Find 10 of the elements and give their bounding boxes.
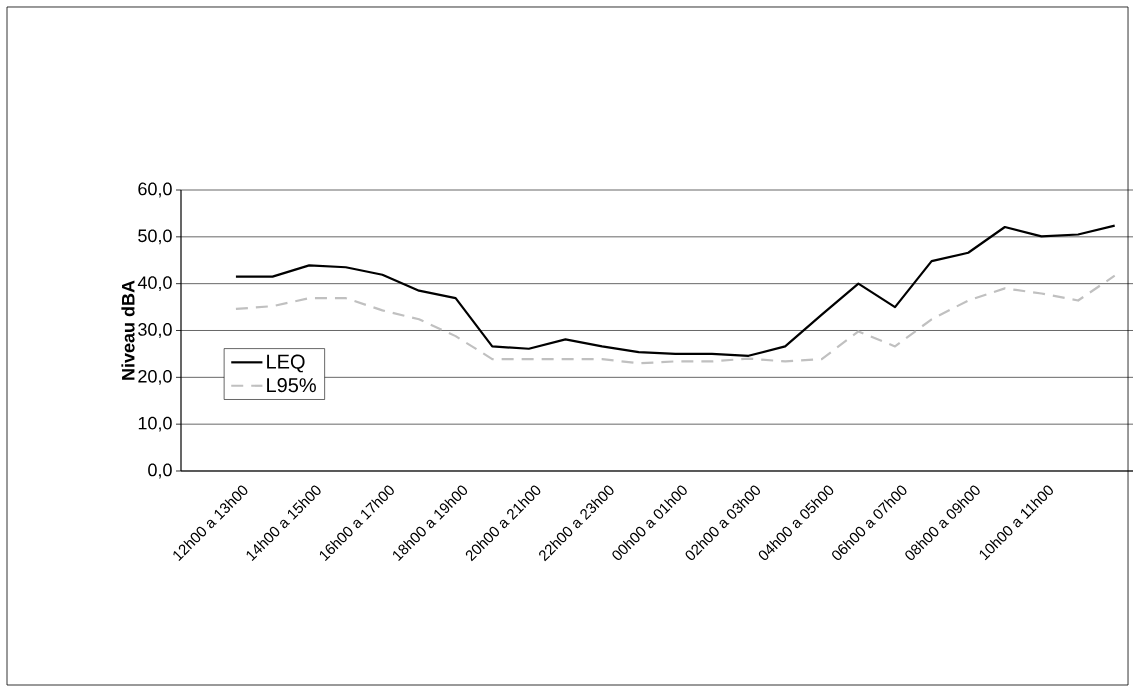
legend-label: L95% xyxy=(267,378,316,393)
y-tick-label: 60,0 xyxy=(138,182,172,198)
y-tick-label: 10,0 xyxy=(138,416,172,432)
y-tick-label: 20,0 xyxy=(138,369,172,385)
y-tick-label: 50,0 xyxy=(138,229,172,245)
y-tick-label: 30,0 xyxy=(138,323,172,338)
legend-label: LEQ xyxy=(267,354,305,373)
y-axis-title: Niveau dBA xyxy=(121,280,135,380)
y-tick-label: 0,0 xyxy=(148,463,172,479)
y-tick-label: 40,0 xyxy=(137,276,172,292)
